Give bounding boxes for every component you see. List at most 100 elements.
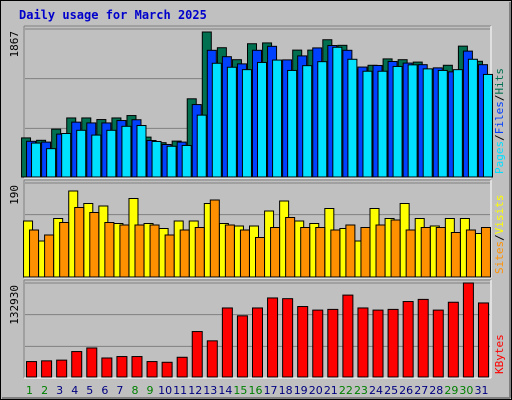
ymax-label-requests: 1867: [8, 31, 21, 58]
bar-kbytes-day-16: [252, 307, 263, 378]
bar-pages-day-24: [377, 70, 388, 178]
bar-pages-day-10: [166, 145, 177, 178]
legend-traffic: KBytes: [493, 334, 506, 374]
x-tick-label-day-16: 16: [249, 384, 263, 397]
bar-kbytes-day-8: [131, 356, 143, 378]
bar-pages-day-30: [467, 58, 478, 178]
bar-kbytes-day-9: [146, 361, 158, 378]
bar-pages-day-25: [392, 65, 403, 178]
legend-separator: /: [493, 134, 506, 141]
x-tick-label-day-7: 7: [116, 384, 123, 397]
bar-kbytes-day-2: [41, 360, 53, 378]
bar-sites-day-31: [480, 227, 491, 278]
ymax-label-visitors: 190: [8, 185, 21, 205]
legend-visitors: Sites/Visits: [493, 195, 506, 275]
x-tick-label-day-29: 29: [444, 384, 458, 397]
x-tick-label-day-1: 1: [26, 384, 33, 397]
x-tick-label-day-19: 19: [294, 384, 308, 397]
x-tick-label-day-14: 14: [218, 384, 232, 397]
bar-pages-day-16: [257, 61, 267, 178]
bar-sites-day-19: [300, 227, 311, 278]
bar-pages-day-15: [241, 69, 252, 178]
x-tick-label-day-18: 18: [279, 384, 293, 397]
bar-sites-day-7: [119, 224, 130, 278]
bar-pages-day-21: [332, 46, 343, 178]
x-tick-label-day-12: 12: [188, 384, 202, 397]
bar-sites-day-12: [194, 227, 205, 278]
bar-kbytes-day-26: [402, 301, 414, 378]
bar-kbytes-day-27: [417, 298, 429, 378]
bar-kbytes-day-14: [221, 307, 233, 378]
bar-pages-day-28: [437, 69, 448, 178]
bar-sites-day-3: [59, 222, 70, 278]
x-tick-label-day-22: 22: [339, 384, 353, 397]
bar-kbytes-day-20: [312, 309, 324, 378]
x-tick-label-day-10: 10: [158, 384, 172, 397]
legend-separator: /: [493, 95, 506, 102]
bar-sites-day-18: [285, 217, 296, 278]
bar-kbytes-day-15: [236, 315, 248, 378]
bar-sites-day-5: [89, 212, 100, 278]
bar-kbytes-day-3: [56, 359, 68, 378]
bar-sites-day-17: [270, 227, 281, 278]
bar-pages-day-23: [362, 70, 373, 178]
legend-item-files: Files: [493, 101, 506, 134]
x-tick-label-day-20: 20: [309, 384, 323, 397]
x-tick-label-day-17: 17: [264, 384, 278, 397]
x-tick-label-day-21: 21: [324, 384, 338, 397]
legend-requests: Pages/Files/Hits: [493, 68, 506, 174]
x-tick-label-day-3: 3: [56, 384, 63, 397]
bar-pages-day-1: [31, 142, 42, 178]
bar-sites-day-14: [224, 224, 235, 278]
x-tick-label-day-23: 23: [354, 384, 368, 397]
legend-item-kbytes: KBytes: [493, 334, 506, 374]
x-tick-label-day-24: 24: [369, 384, 383, 397]
bar-pages-day-17: [272, 59, 283, 178]
x-tick-label-day-15: 15: [233, 384, 247, 397]
bar-pages-day-31: [482, 73, 493, 178]
x-tick-label-day-11: 11: [173, 384, 187, 397]
bar-pages-day-20: [317, 61, 328, 178]
bar-sites-day-27: [420, 227, 431, 278]
bar-pages-day-26: [407, 64, 418, 178]
bar-pages-day-19: [302, 65, 313, 178]
bar-sites-day-13: [209, 199, 220, 278]
bar-pages-day-22: [347, 58, 358, 178]
chart-title: Daily usage for March 2025: [19, 8, 207, 22]
x-tick-label-day-26: 26: [399, 384, 413, 397]
bar-kbytes-day-10: [161, 361, 173, 378]
bar-sites-day-24: [375, 224, 386, 278]
x-tick-label-day-6: 6: [101, 384, 108, 397]
bar-kbytes-day-31: [477, 302, 489, 378]
bar-sites-day-22: [345, 224, 356, 278]
bar-kbytes-day-21: [327, 308, 339, 378]
bar-pages-day-18: [287, 69, 298, 178]
bar-pages-day-2: [46, 148, 57, 178]
bar-sites-day-25: [390, 219, 401, 278]
bar-kbytes-day-1: [26, 361, 38, 378]
x-tick-label-day-30: 30: [459, 384, 473, 397]
legend-item-visits: Visits: [493, 195, 506, 235]
bar-kbytes-day-28: [432, 309, 444, 378]
bar-pages-day-3: [61, 133, 72, 178]
bar-pages-day-6: [106, 129, 117, 178]
bar-pages-day-13: [211, 62, 222, 178]
bar-pages-day-7: [121, 125, 132, 178]
bar-sites-day-8: [134, 224, 145, 278]
legend-separator: /: [493, 234, 506, 241]
bar-sites-day-2: [44, 234, 55, 278]
bar-sites-day-30: [465, 229, 476, 278]
bar-sites-day-20: [315, 227, 326, 278]
x-tick-label-day-27: 27: [414, 384, 428, 397]
x-tick-label-day-28: 28: [429, 384, 443, 397]
bar-kbytes-day-30: [462, 282, 474, 378]
bar-kbytes-day-19: [297, 306, 309, 378]
bar-pages-day-12: [196, 114, 207, 178]
bar-sites-day-29: [450, 232, 461, 278]
legend-item-hits: Hits: [493, 68, 506, 95]
bar-kbytes-day-24: [372, 309, 384, 378]
bar-kbytes-day-18: [282, 298, 294, 378]
bar-kbytes-day-17: [267, 297, 279, 378]
legend-item-pages: Pages: [493, 141, 506, 174]
